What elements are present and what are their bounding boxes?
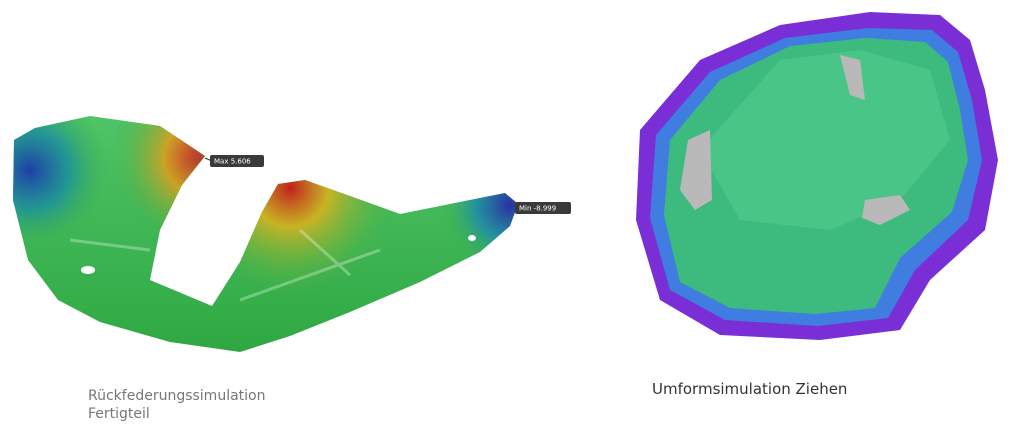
caption-right: Umformsimulation Ziehen: [652, 380, 848, 398]
forming-part: [636, 12, 998, 340]
max-tag: [210, 155, 264, 167]
min-label: Min -8.999: [519, 205, 556, 213]
max-label: Max 5.606: [214, 158, 251, 166]
caption-left: Rückfederungssimulation Fertigteil: [88, 387, 265, 423]
min-tag: [515, 202, 571, 214]
caption-line: Fertigteil: [88, 406, 150, 422]
caption-line: Rückfederungssimulation: [88, 388, 266, 404]
springback-part: [13, 116, 518, 352]
